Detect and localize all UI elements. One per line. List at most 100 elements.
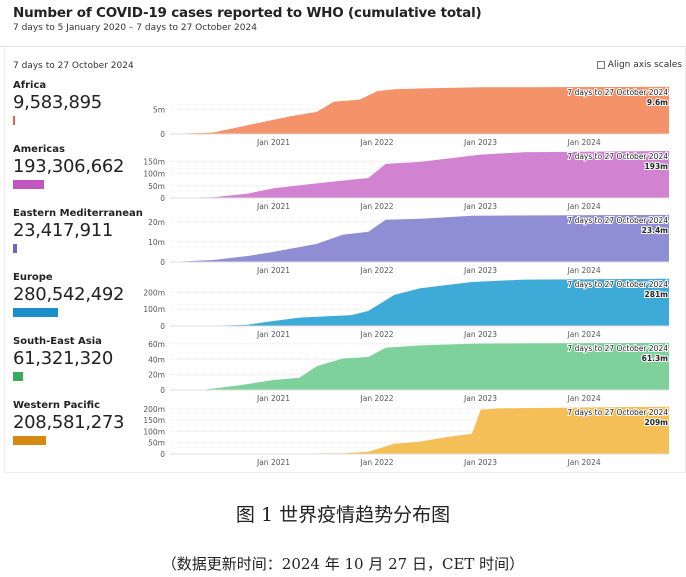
region-total: 9,583,895 xyxy=(13,92,102,113)
region-total-bar xyxy=(13,372,23,381)
area-series xyxy=(170,278,669,326)
chart-title: Number of COVID-19 cases reported to WHO… xyxy=(13,5,482,21)
x-tick-label: Jan 2021 xyxy=(256,266,290,275)
y-tick-label: 150m xyxy=(143,157,165,166)
y-tick-label: 0 xyxy=(160,194,165,203)
align-axis-label: Align axis scales xyxy=(607,60,682,70)
x-tick-label: Jan 2024 xyxy=(567,266,601,275)
x-tick-label: Jan 2021 xyxy=(256,394,290,403)
y-tick-label: 0 xyxy=(160,386,165,395)
region-total-bar xyxy=(13,116,15,125)
region-charts: 0 5m Jan 2021 Jan 2022 Jan 2023 Jan 2024 7 day… xyxy=(143,86,669,467)
latest-period-label: 7 days to 27 October 2024 xyxy=(567,280,668,289)
region-name: Western Pacific xyxy=(13,400,101,411)
area-chart-south-east-asia[interactable]: 0 20m 40m 60m Jan 2021 Jan 2022 Jan 2023 Jan 20… xyxy=(148,340,669,403)
y-tick-label: 40m xyxy=(148,355,165,364)
area-series xyxy=(170,406,669,454)
y-tick-label: 50m xyxy=(148,182,165,191)
y-tick-label: 100m xyxy=(143,427,165,436)
figure-caption: 图 1 世界疫情趋势分布图 xyxy=(235,504,451,526)
region-summary-africa: Africa 9,583,895 xyxy=(13,80,102,125)
x-tick-label: Jan 2022 xyxy=(360,330,394,339)
region-summary-americas: Americas 193,306,662 xyxy=(13,144,125,189)
align-axis-scales-toggle[interactable]: Align axis scales xyxy=(596,60,682,70)
region-total-bar xyxy=(13,308,58,317)
region-summary-western-pacific: Western Pacific 208,581,273 xyxy=(13,400,125,445)
y-tick-label: 0 xyxy=(160,322,165,331)
x-tick-label: Jan 2021 xyxy=(256,138,290,147)
x-tick-label: Jan 2021 xyxy=(256,330,290,339)
region-total-bar xyxy=(13,244,17,253)
region-summary-south-east-asia: South-East Asia 61,321,320 xyxy=(13,336,113,381)
latest-period-label: 7 days to 27 October 2024 xyxy=(567,88,668,97)
area-chart-africa[interactable]: 0 5m Jan 2021 Jan 2022 Jan 2023 Jan 2024 7 day… xyxy=(153,86,669,147)
area-series xyxy=(170,86,669,134)
x-tick-label: Jan 2022 xyxy=(360,202,394,211)
x-tick-label: Jan 2024 xyxy=(567,202,601,211)
checkbox-icon[interactable] xyxy=(596,61,605,69)
y-tick-label: 50m xyxy=(148,439,165,448)
region-total: 23,417,911 xyxy=(13,220,114,241)
x-tick-label: Jan 2023 xyxy=(463,202,497,211)
region-total: 61,321,320 xyxy=(13,348,114,369)
y-tick-label: 200m xyxy=(143,288,165,297)
region-summary-europe: Europe 280,542,492 xyxy=(13,272,125,317)
region-name: Eastern Mediterranean xyxy=(13,208,143,219)
x-tick-label: Jan 2023 xyxy=(463,394,497,403)
x-tick-label: Jan 2022 xyxy=(360,458,394,467)
latest-value-label: 23.4m xyxy=(642,226,669,235)
region-summary-eastern-mediterranean: Eastern Mediterranean 23,417,911 xyxy=(13,208,143,253)
area-chart-europe[interactable]: 0 100m 200m Jan 2021 Jan 2022 Jan 2023 Jan 202… xyxy=(143,278,669,339)
latest-period-label: 7 days to 27 October 2024 xyxy=(567,344,668,353)
y-tick-label: 0 xyxy=(160,130,165,139)
area-chart-americas[interactable]: 0 50m 100m 150m Jan 2021 Jan 2022 Jan 2023 Jan … xyxy=(143,151,669,211)
header-divider xyxy=(0,46,686,47)
y-tick-label: 200m xyxy=(143,405,165,414)
latest-value-label: 281m xyxy=(645,290,669,299)
region-total: 193,306,662 xyxy=(13,156,125,177)
y-tick-label: 20m xyxy=(148,371,165,380)
latest-period-label: 7 days to 27 October 2024 xyxy=(567,152,668,161)
y-tick-label: 100m xyxy=(143,305,165,314)
region-total-bar xyxy=(13,436,47,445)
period-label: 7 days to 27 October 2024 xyxy=(13,61,134,71)
latest-value-label: 193m xyxy=(645,162,669,171)
region-total: 280,542,492 xyxy=(13,284,125,305)
latest-value-label: 209m xyxy=(645,418,669,427)
region-total-bar xyxy=(13,180,44,189)
area-series xyxy=(170,214,669,262)
area-series xyxy=(170,342,669,390)
x-tick-label: Jan 2024 xyxy=(567,458,601,467)
x-tick-label: Jan 2023 xyxy=(463,138,497,147)
x-tick-label: Jan 2021 xyxy=(256,202,290,211)
x-tick-label: Jan 2021 xyxy=(256,458,290,467)
area-chart-western-pacific[interactable]: 0 50m 100m 150m 200m Jan 2021 Jan 2022 Jan 2023… xyxy=(143,405,669,467)
x-tick-label: Jan 2024 xyxy=(567,394,601,403)
latest-value-label: 9.6m xyxy=(647,98,668,107)
area-series xyxy=(170,151,669,198)
x-tick-label: Jan 2022 xyxy=(360,138,394,147)
y-tick-label: 10m xyxy=(148,238,165,247)
y-tick-label: 150m xyxy=(143,416,165,425)
region-name: Africa xyxy=(13,80,47,91)
area-chart-eastern-mediterranean[interactable]: 0 10m 20m Jan 2021 Jan 2022 Jan 2023 Jan 2024 7… xyxy=(148,214,669,275)
x-tick-label: Jan 2024 xyxy=(567,138,601,147)
y-tick-label: 60m xyxy=(148,340,165,349)
y-tick-label: 5m xyxy=(153,105,165,114)
y-tick-label: 0 xyxy=(160,258,165,267)
x-tick-label: Jan 2022 xyxy=(360,394,394,403)
x-tick-label: Jan 2023 xyxy=(463,458,497,467)
y-tick-label: 20m xyxy=(148,218,165,227)
region-name: Americas xyxy=(13,144,65,155)
region-name: Europe xyxy=(13,272,53,283)
latest-period-label: 7 days to 27 October 2024 xyxy=(567,216,668,225)
update-note: （数据更新时间：2024 年 10 月 27 日，CET 时间） xyxy=(161,555,525,573)
latest-period-label: 7 days to 27 October 2024 xyxy=(567,408,668,417)
x-tick-label: Jan 2023 xyxy=(463,330,497,339)
y-tick-label: 100m xyxy=(143,170,165,179)
y-tick-label: 0 xyxy=(160,450,165,459)
x-tick-label: Jan 2023 xyxy=(463,266,497,275)
x-tick-label: Jan 2024 xyxy=(567,330,601,339)
region-name: South-East Asia xyxy=(13,336,102,347)
x-tick-label: Jan 2022 xyxy=(360,266,394,275)
